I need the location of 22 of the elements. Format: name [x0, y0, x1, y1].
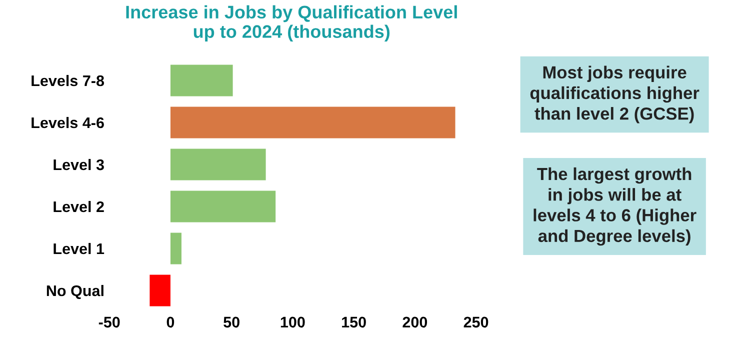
bar [170, 106, 456, 138]
chart-title: Increase in Jobs by Qualification Level up to 2024 (thousands) [126, 5, 457, 42]
bar [150, 274, 170, 306]
x-tick-label: -50 [98, 316, 120, 328]
y-tick-label: Levels 7-8 [32, 74, 104, 86]
x-tick-label: 200 [402, 316, 428, 328]
bar [170, 148, 266, 180]
y-tick-label: Levels 4-6 [32, 116, 104, 128]
x-tick-label: 50 [224, 316, 240, 328]
y-tick-label: No Qual [46, 284, 104, 300]
bar [170, 232, 182, 264]
x-tick-label: 250 [464, 316, 488, 328]
y-tick-label: Level 3 [54, 158, 104, 170]
bar [170, 64, 233, 96]
text: The largest growth in jobs will be at levels 4 to 6 (Higher and Degree levels) [534, 167, 696, 246]
x-tick-label: 0 [166, 316, 174, 328]
text: Most jobs require qualifications higher than level 2 (GCSE) [530, 66, 700, 124]
y-tick-label: Level 2 [54, 200, 104, 212]
x-tick-label: 100 [280, 316, 305, 328]
bar [170, 190, 276, 222]
x-tick-label: 150 [342, 316, 366, 328]
y-tick-label: Level 1 [54, 242, 104, 254]
